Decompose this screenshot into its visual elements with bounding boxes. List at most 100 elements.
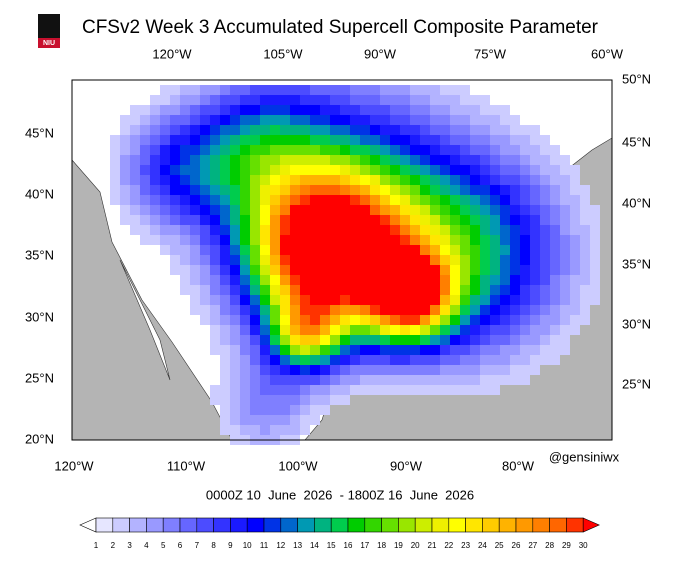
field-cell	[390, 175, 400, 185]
field-cell	[210, 265, 220, 275]
field-cell	[450, 205, 460, 215]
field-cell	[220, 365, 230, 375]
field-cell	[510, 225, 520, 235]
field-cell	[140, 155, 150, 165]
field-cell	[370, 105, 380, 115]
field-cell	[470, 155, 480, 165]
field-cell	[310, 115, 320, 125]
field-cell	[520, 265, 530, 275]
field-cell	[570, 235, 580, 245]
field-cell	[530, 315, 540, 325]
field-cell	[190, 95, 200, 105]
field-cell	[310, 215, 320, 225]
field-cell	[280, 365, 290, 375]
field-cell	[530, 305, 540, 315]
field-cell	[330, 235, 340, 245]
field-cell	[170, 165, 180, 175]
field-cell	[370, 365, 380, 375]
field-cell	[470, 105, 480, 115]
field-cell	[420, 115, 430, 125]
field-cell	[390, 235, 400, 245]
field-cell	[460, 385, 470, 395]
field-cell	[400, 215, 410, 225]
field-cell	[190, 295, 200, 305]
field-cell	[360, 275, 370, 285]
field-cell	[340, 275, 350, 285]
field-cell	[310, 355, 320, 365]
field-cell	[460, 315, 470, 325]
colorbar-box	[196, 517, 214, 533]
field-cell	[400, 305, 410, 315]
field-cell	[340, 155, 350, 165]
field-cell	[530, 215, 540, 225]
field-cell	[380, 155, 390, 165]
field-cell	[220, 335, 230, 345]
field-cell	[540, 175, 550, 185]
field-cell	[330, 95, 340, 105]
field-cell	[370, 305, 380, 315]
field-cell	[280, 285, 290, 295]
field-cell	[530, 155, 540, 165]
field-cell	[360, 315, 370, 325]
field-cell	[340, 195, 350, 205]
field-cell	[580, 185, 590, 195]
field-cell	[450, 175, 460, 185]
field-cell	[290, 295, 300, 305]
field-cell	[360, 335, 370, 345]
field-cell	[200, 225, 210, 235]
field-cell	[270, 365, 280, 375]
field-cell	[320, 405, 330, 415]
field-cell	[120, 155, 130, 165]
field-cell	[410, 375, 420, 385]
field-cell	[330, 165, 340, 175]
field-cell	[340, 285, 350, 295]
colorbar-label: 7	[195, 541, 200, 550]
field-cell	[570, 295, 580, 305]
field-cell	[290, 405, 300, 415]
field-cell	[220, 135, 230, 145]
field-cell	[200, 115, 210, 125]
field-cell	[340, 245, 350, 255]
field-cell	[190, 225, 200, 235]
field-cell	[200, 85, 210, 95]
colorbar-box	[498, 517, 517, 533]
field-cell	[420, 315, 430, 325]
field-cell	[190, 235, 200, 245]
field-cell	[540, 225, 550, 235]
field-cell	[440, 125, 450, 135]
field-cell	[510, 235, 520, 245]
field-cell	[260, 245, 270, 255]
field-cell	[550, 155, 560, 165]
field-cell	[310, 165, 320, 175]
field-cell	[580, 255, 590, 265]
field-cell	[220, 225, 230, 235]
field-cell	[260, 355, 270, 365]
field-cell	[440, 195, 450, 205]
field-cell	[330, 205, 340, 215]
field-cell	[350, 175, 360, 185]
baja	[119, 259, 171, 381]
field-cell	[520, 255, 530, 265]
field-cell	[300, 185, 310, 195]
field-cell	[480, 185, 490, 195]
field-cell	[460, 215, 470, 225]
field-cell	[500, 235, 510, 245]
field-cell	[430, 215, 440, 225]
field-cell	[480, 315, 490, 325]
field-cell	[310, 385, 320, 395]
field-cell	[120, 185, 130, 195]
colorbar-box	[162, 517, 181, 533]
field-cell	[270, 205, 280, 215]
field-cell	[360, 175, 370, 185]
field-cell	[470, 305, 480, 315]
field-cell	[370, 295, 380, 305]
field-cell	[440, 285, 450, 295]
field-cell	[460, 165, 470, 175]
field-cell	[320, 215, 330, 225]
field-cell	[350, 265, 360, 275]
field-cell	[220, 405, 230, 415]
field-cell	[540, 195, 550, 205]
colorbar-box	[515, 517, 534, 533]
field-cell	[380, 255, 390, 265]
field-cell	[460, 245, 470, 255]
